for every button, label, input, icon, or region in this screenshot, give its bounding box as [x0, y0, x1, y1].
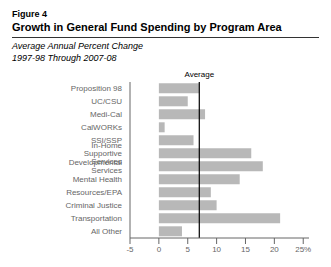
svg-text:Medi-Cal: Medi-Cal — [90, 110, 122, 119]
svg-text:SSI/SSP: SSI/SSP — [91, 136, 122, 145]
svg-text:5: 5 — [186, 245, 191, 254]
svg-text:Average: Average — [184, 70, 214, 79]
svg-text:Mental Health: Mental Health — [73, 175, 122, 184]
svg-text:Transportation: Transportation — [71, 214, 122, 223]
svg-text:Proposition 98: Proposition 98 — [71, 84, 123, 93]
svg-text:15: 15 — [241, 245, 250, 254]
svg-text:Resources/EPA: Resources/EPA — [66, 188, 123, 197]
svg-text:0: 0 — [157, 245, 162, 254]
svg-text:UC/CSU: UC/CSU — [91, 97, 122, 106]
svg-text:25%: 25% — [295, 245, 311, 254]
svg-text:20: 20 — [270, 245, 279, 254]
svg-text:All Other: All Other — [91, 227, 122, 236]
svg-text:CalWORKs: CalWORKs — [81, 123, 122, 132]
svg-text:Criminal Justice: Criminal Justice — [66, 201, 123, 210]
svg-text:DevelopmentalServices: DevelopmentalServices — [69, 158, 123, 175]
svg-text:-5: -5 — [126, 245, 134, 254]
svg-text:10: 10 — [212, 245, 221, 254]
